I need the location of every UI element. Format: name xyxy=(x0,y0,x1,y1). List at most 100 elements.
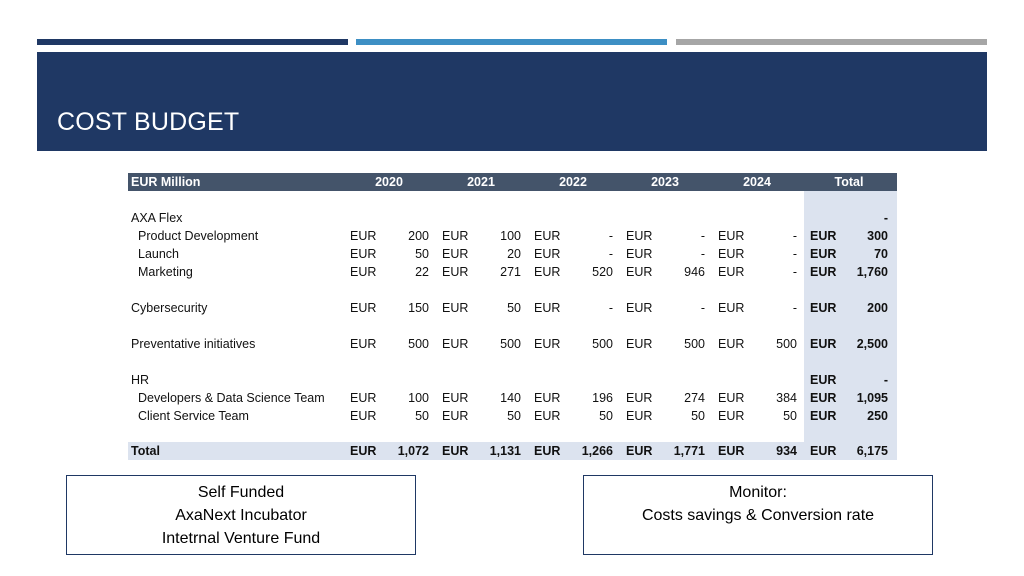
row-currency: EUR xyxy=(350,247,377,261)
title-banner: COST BUDGET xyxy=(37,52,987,151)
funding-line: Self Funded xyxy=(197,484,285,501)
row-currency: EUR xyxy=(718,337,745,351)
table-row: Developers & Data Science Team EUR 100 EUR 1… xyxy=(128,389,897,407)
row-currency: EUR xyxy=(442,247,469,261)
row-currency: EUR xyxy=(442,265,469,279)
total-value-2024: 934 xyxy=(776,444,797,458)
table-row: Launch EUR 50 EUR 20 EUR - EUR - EUR - EUR 70 xyxy=(128,245,897,263)
funding-box: Self Funded AxaNext Incubator Intetrnal … xyxy=(66,475,416,555)
row-currency: EUR xyxy=(626,247,653,261)
row-currency: EUR xyxy=(350,337,377,351)
row-currency: EUR xyxy=(718,247,745,261)
total-value-2020: 1,072 xyxy=(397,444,429,458)
total-currency-2021: EUR xyxy=(442,444,469,458)
row-currency: EUR xyxy=(534,337,561,351)
table-row: Product Development EUR 200 EUR 100 EUR - EUR - E… xyxy=(128,227,897,245)
row-total-currency: EUR xyxy=(810,229,837,243)
row-value: 500 xyxy=(500,337,521,351)
row-total-currency: EUR xyxy=(810,409,837,423)
row-label: Developers & Data Science Team xyxy=(138,391,325,405)
row-total-currency: EUR xyxy=(810,391,837,405)
table-row: AXA Flex - xyxy=(128,209,897,227)
table-row: Marketing EUR 22 EUR 271 EUR 520 EUR 946 EUR - EUR 1… xyxy=(128,263,897,281)
row-value: 50 xyxy=(783,409,797,423)
monitor-box: Monitor: Costs savings & Conversion rate xyxy=(583,475,933,555)
row-total-currency: EUR xyxy=(810,301,837,315)
row-currency: EUR xyxy=(350,409,377,423)
row-value: - xyxy=(792,247,797,261)
row-value: 50 xyxy=(415,409,429,423)
row-currency: EUR xyxy=(718,229,745,243)
header-label: EUR Million xyxy=(131,175,201,189)
header-year-2024: 2024 xyxy=(743,175,771,189)
row-value: 50 xyxy=(415,247,429,261)
row-value: 946 xyxy=(684,265,705,279)
funding-line: AxaNext Incubator xyxy=(175,507,307,524)
row-value: 50 xyxy=(599,409,613,423)
row-currency: EUR xyxy=(626,337,653,351)
row-value: 50 xyxy=(691,409,705,423)
row-value: - xyxy=(608,301,613,315)
row-currency: EUR xyxy=(626,409,653,423)
row-currency: EUR xyxy=(442,337,469,351)
row-currency: EUR xyxy=(534,301,561,315)
row-label: Cybersecurity xyxy=(131,301,208,315)
total-value-2021: 1,131 xyxy=(489,444,521,458)
row-total-currency: EUR xyxy=(810,337,837,351)
row-value: - xyxy=(792,229,797,243)
row-total-currency: EUR xyxy=(810,247,837,261)
row-total-value: 70 xyxy=(874,247,888,261)
row-total-currency: EUR xyxy=(810,265,837,279)
table-row: Preventative initiatives EUR 500 EUR 500 EUR 5… xyxy=(128,335,897,353)
row-currency: EUR xyxy=(442,391,469,405)
row-value: 271 xyxy=(500,265,521,279)
row-currency: EUR xyxy=(350,301,377,315)
row-currency: EUR xyxy=(718,391,745,405)
row-value: 100 xyxy=(500,229,521,243)
row-value: 520 xyxy=(592,265,613,279)
row-currency: EUR xyxy=(534,247,561,261)
total-currency-total: EUR xyxy=(810,444,837,458)
accent-bar-gray xyxy=(676,39,987,45)
row-value: 100 xyxy=(408,391,429,405)
header-year-2022: 2022 xyxy=(559,175,587,189)
table-row: Client Service Team EUR 50 EUR 50 EUR 50 EUR 50 E… xyxy=(128,407,897,425)
row-value: - xyxy=(792,265,797,279)
row-value: - xyxy=(700,301,705,315)
total-column-highlight xyxy=(804,191,897,442)
row-total-value: - xyxy=(883,211,888,225)
row-value: - xyxy=(700,229,705,243)
row-total-currency: EUR xyxy=(810,373,837,387)
row-currency: EUR xyxy=(718,409,745,423)
total-value-2022: 1,266 xyxy=(581,444,613,458)
table-row: HR EUR - xyxy=(128,371,897,389)
row-value: 500 xyxy=(684,337,705,351)
row-label: HR xyxy=(131,373,150,387)
row-currency: EUR xyxy=(718,265,745,279)
header-total: Total xyxy=(834,175,864,189)
row-currency: EUR xyxy=(534,265,561,279)
row-value: 50 xyxy=(507,301,521,315)
row-currency: EUR xyxy=(442,301,469,315)
row-value: 50 xyxy=(507,409,521,423)
row-currency: EUR xyxy=(626,265,653,279)
funding-line: Intetrnal Venture Fund xyxy=(161,530,321,547)
header-year-2020: 2020 xyxy=(375,175,403,189)
row-label: AXA Flex xyxy=(131,211,183,225)
row-total-value: 250 xyxy=(867,409,888,423)
row-value: 20 xyxy=(507,247,521,261)
row-value: - xyxy=(608,229,613,243)
row-currency: EUR xyxy=(534,229,561,243)
row-total-value: 200 xyxy=(867,301,888,315)
total-currency-2023: EUR xyxy=(626,444,653,458)
total-currency-2024: EUR xyxy=(718,444,745,458)
row-label: Marketing xyxy=(138,265,193,279)
row-currency: EUR xyxy=(718,301,745,315)
total-currency-2022: EUR xyxy=(534,444,561,458)
row-label: Client Service Team xyxy=(138,409,249,423)
total-value-2023: 1,771 xyxy=(673,444,705,458)
row-value: 274 xyxy=(684,391,705,405)
row-label: Product Development xyxy=(138,229,259,243)
table-total-row: Total EUR 1,072 EUR 1,131 EUR 1,266 EUR … xyxy=(128,442,897,460)
row-label: Preventative initiatives xyxy=(131,337,256,351)
